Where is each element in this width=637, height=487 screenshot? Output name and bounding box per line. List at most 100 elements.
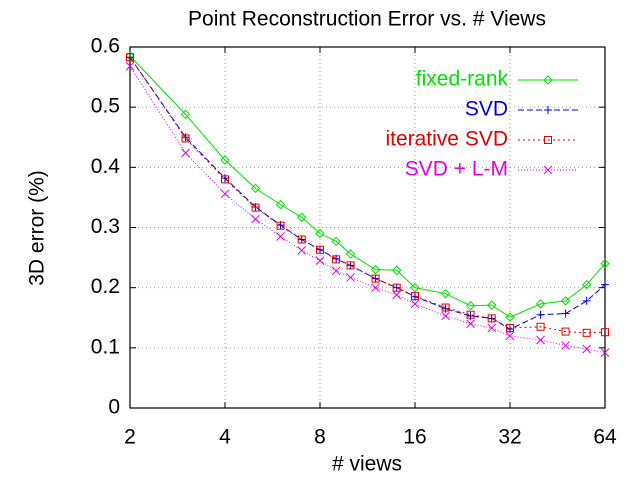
marker <box>466 319 475 329</box>
marker <box>332 255 341 264</box>
marker <box>561 327 570 336</box>
marker <box>411 292 419 301</box>
marker <box>582 296 591 305</box>
marker <box>371 283 380 293</box>
chart-title: Point Reconstruction Error vs. # Views <box>188 8 546 31</box>
marker <box>126 53 134 62</box>
marker <box>220 189 230 199</box>
x-tick-label: 2 <box>124 426 136 449</box>
y-tick-label: 0.4 <box>91 155 121 178</box>
marker <box>410 282 420 293</box>
x-tick-label: 64 <box>593 426 617 449</box>
series-line <box>129 55 606 318</box>
legend-label: iterative SVD <box>385 128 508 151</box>
marker <box>346 261 355 270</box>
marker <box>316 245 324 254</box>
marker <box>561 309 570 318</box>
x-axis-label: # views <box>332 453 402 476</box>
marker <box>181 148 190 158</box>
marker <box>441 303 450 312</box>
marker <box>331 236 341 247</box>
marker <box>392 290 402 300</box>
marker <box>601 280 609 289</box>
marker <box>487 314 496 323</box>
marker <box>441 311 450 321</box>
marker <box>315 228 325 239</box>
marker <box>536 310 545 319</box>
series-line <box>129 56 606 330</box>
series-line <box>129 56 606 334</box>
marker <box>126 53 134 62</box>
marker <box>582 344 592 354</box>
y-tick-label: 0.3 <box>91 215 120 238</box>
marker <box>297 235 306 244</box>
x-tick-label: 16 <box>403 426 426 449</box>
marker <box>392 283 401 292</box>
marker <box>465 301 476 311</box>
marker <box>181 134 190 143</box>
plot-frame <box>129 46 606 409</box>
marker <box>346 273 355 282</box>
series-line <box>129 65 606 354</box>
marker <box>505 312 515 322</box>
marker <box>466 310 475 319</box>
marker <box>582 328 591 337</box>
marker <box>275 199 286 210</box>
y-tick-label: 0.5 <box>91 95 120 118</box>
legend-label: fixed-rank <box>416 68 509 91</box>
marker <box>220 155 230 165</box>
marker <box>345 249 356 259</box>
y-tick-label: 0.1 <box>91 335 120 358</box>
marker <box>410 299 420 309</box>
marker <box>600 258 610 269</box>
marker <box>440 288 451 299</box>
marker <box>506 325 514 334</box>
x-tick-label: 32 <box>498 426 521 449</box>
marker <box>251 203 260 212</box>
marker <box>371 274 380 283</box>
marker <box>315 256 325 265</box>
y-tick-label: 0 <box>108 396 120 419</box>
marker <box>316 245 324 254</box>
marker <box>296 212 307 222</box>
marker <box>600 348 610 358</box>
marker <box>560 296 571 306</box>
marker <box>297 235 306 244</box>
marker <box>581 279 592 290</box>
marker <box>535 299 546 309</box>
marker <box>346 261 355 270</box>
marker <box>505 331 515 341</box>
x-tick-label: 4 <box>219 426 231 449</box>
legend-marker <box>544 136 552 144</box>
marker <box>276 232 285 241</box>
marker <box>251 214 260 224</box>
legend-marker <box>543 165 553 175</box>
marker <box>487 314 496 323</box>
marker <box>536 322 545 331</box>
marker <box>391 265 402 275</box>
legend-label: SVD <box>465 98 508 121</box>
x-tick-label: 8 <box>314 426 326 449</box>
y-tick-label: 0.6 <box>91 35 120 58</box>
marker <box>221 175 229 184</box>
marker <box>601 328 609 337</box>
marker <box>125 61 135 71</box>
y-axis-label: 3D error (%) <box>26 170 49 286</box>
legend-marker <box>544 106 552 114</box>
legend-label: SVD + L-M <box>405 158 508 181</box>
marker <box>506 323 514 332</box>
marker <box>276 221 285 230</box>
y-tick-label: 0.2 <box>91 275 120 298</box>
marker <box>466 311 475 320</box>
marker <box>486 300 497 310</box>
marker <box>392 283 401 292</box>
marker <box>250 183 261 194</box>
marker <box>370 264 381 275</box>
marker <box>487 323 497 333</box>
marker <box>536 335 545 345</box>
legend-marker <box>543 75 553 85</box>
marker <box>331 266 341 276</box>
marker <box>297 246 307 255</box>
marker <box>180 109 191 120</box>
